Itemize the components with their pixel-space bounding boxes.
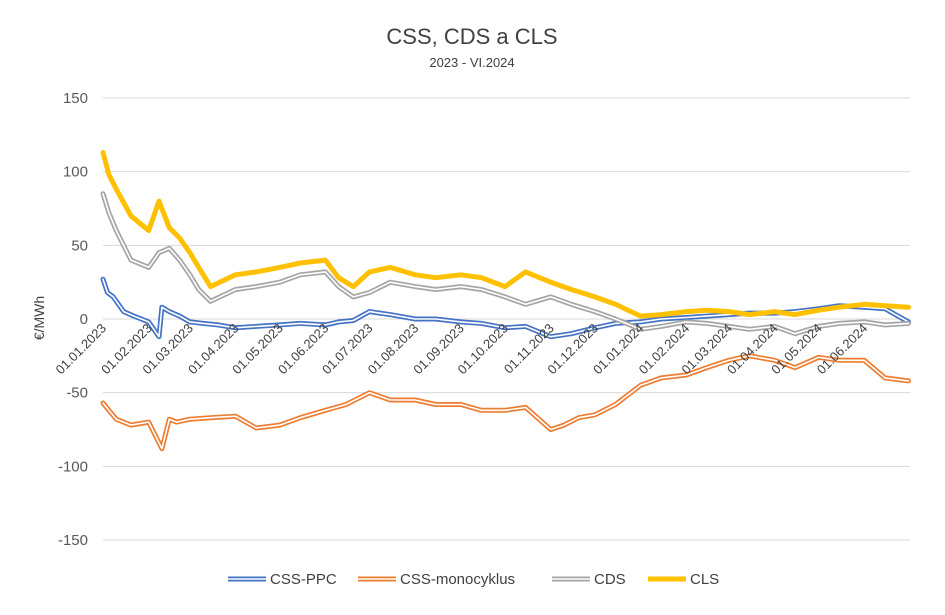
series-line [100, 150, 911, 319]
series-layer [100, 150, 911, 452]
legend-item: CSS-PPC [228, 571, 337, 588]
gridlines [103, 97, 910, 541]
legend: CSS-PPC CSS-monocyklus CDS CLS [228, 571, 719, 588]
series-line-inner [102, 354, 910, 450]
y-tick-labels: 150 100 50 0 -50 -100 -150 [58, 90, 88, 549]
y-tick-label: -100 [58, 458, 88, 475]
legend-label: CSS-PPC [270, 571, 337, 588]
legend-item: CDS [552, 571, 626, 588]
legend-item: CLS [648, 571, 719, 588]
series-cds [100, 191, 911, 337]
series-css-monocyklus [100, 353, 911, 452]
legend-label: CLS [690, 571, 719, 588]
y-tick-label: 50 [71, 237, 88, 254]
legend-item: CSS-monocyklus [358, 571, 515, 588]
legend-label: CDS [594, 571, 626, 588]
series-cls [100, 150, 911, 319]
y-tick-label: 0 [80, 311, 88, 328]
y-tick-label: -50 [66, 385, 88, 402]
series-line-inner [102, 193, 910, 335]
y-tick-label: 150 [63, 90, 88, 107]
chart-title: CSS, CDS a CLS [386, 24, 557, 49]
legend-label: CSS-monocyklus [400, 571, 515, 588]
y-axis-label: €/MWh [31, 296, 47, 340]
y-tick-label: 100 [63, 164, 88, 181]
chart-subtitle: 2023 - VI.2024 [429, 55, 514, 70]
y-tick-label: -150 [58, 532, 88, 549]
